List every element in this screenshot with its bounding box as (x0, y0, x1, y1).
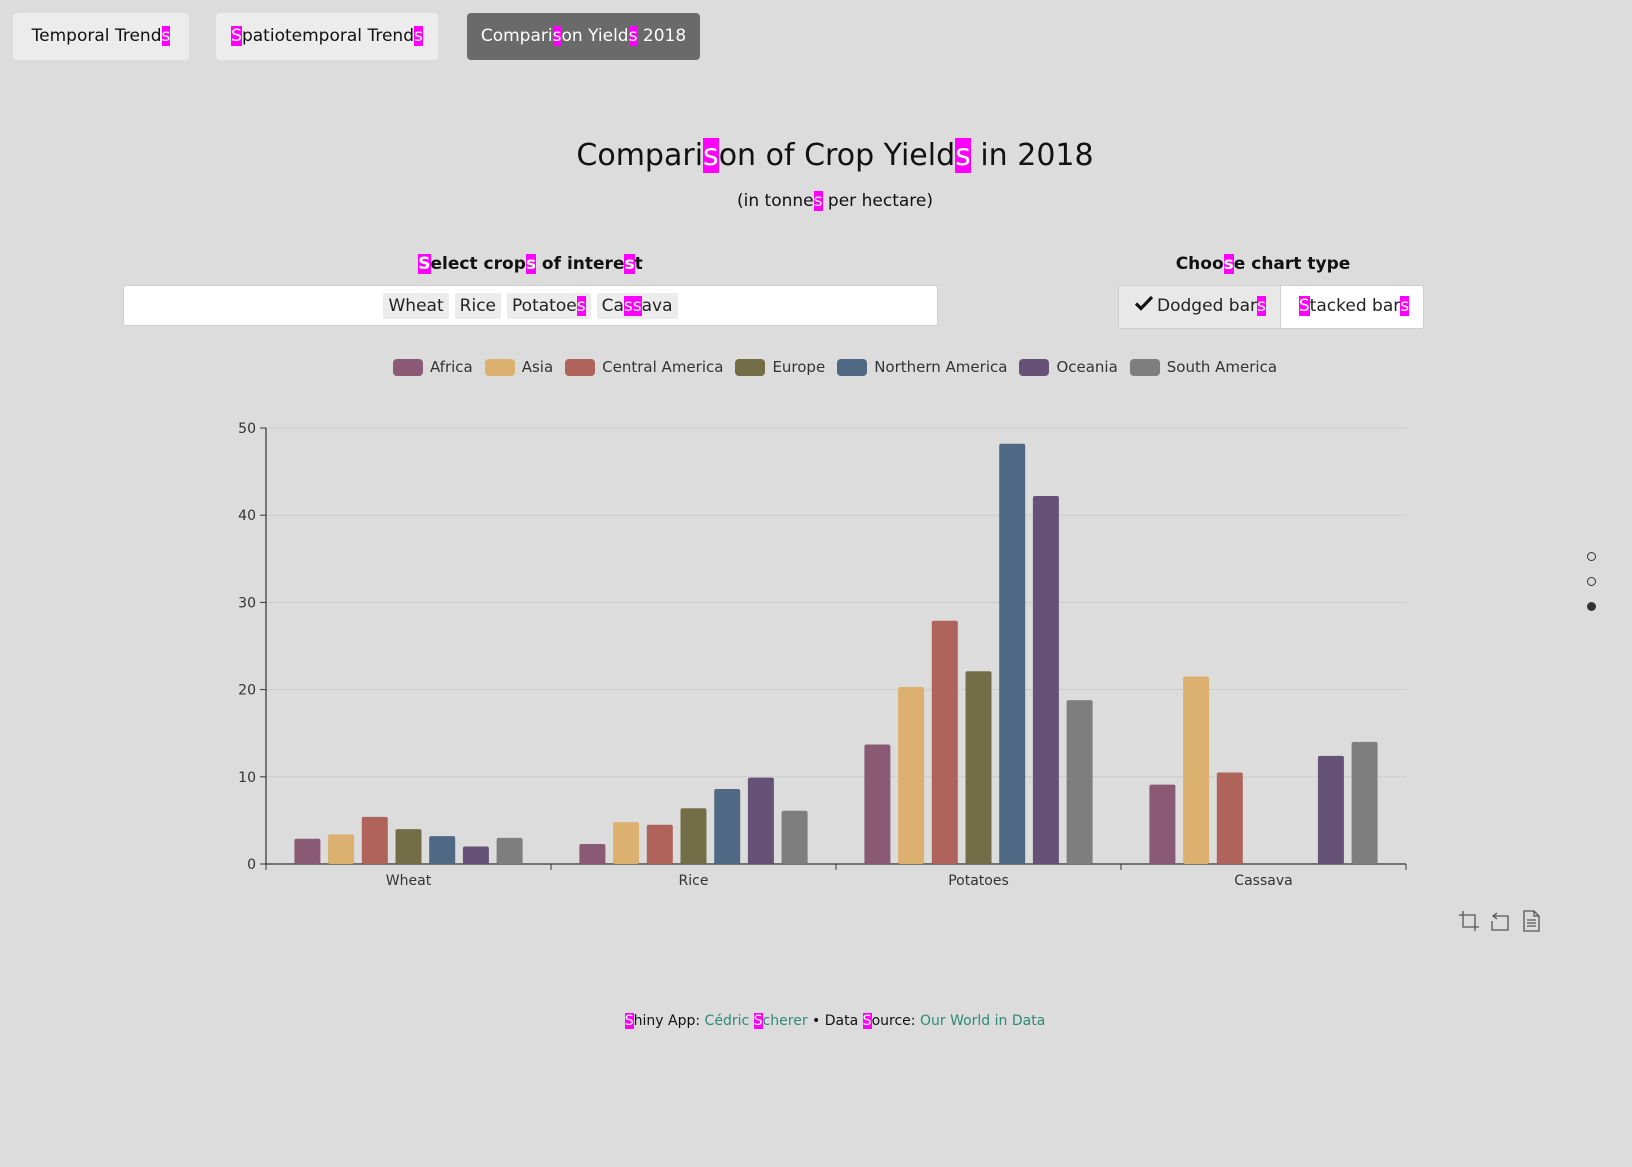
crop-chip[interactable]: Wheat (383, 292, 449, 319)
bar-asia (1183, 676, 1210, 864)
checkmark-icon (1134, 286, 1154, 326)
legend-label: Oceania (1056, 358, 1118, 376)
x-tick-label: Wheat (386, 873, 432, 889)
x-tick-label: Rice (679, 873, 709, 889)
legend-item-oceania[interactable]: Oceania (1019, 358, 1118, 376)
legend-label: Northern America (874, 358, 1008, 376)
legend-swatch (392, 358, 423, 376)
legend-label: Africa (429, 358, 473, 376)
y-tick-label: 20 (238, 683, 256, 699)
bar-africa (1149, 784, 1176, 864)
y-tick-label: 0 (247, 857, 256, 873)
author-link[interactable]: Cédric Scherer (704, 1013, 808, 1029)
legend-label: Europe (772, 358, 826, 376)
legend-label: Asia (521, 358, 554, 376)
legend-item-europe[interactable]: Europe (735, 358, 825, 376)
bar-asia (898, 686, 925, 864)
bar-europe (680, 808, 707, 864)
legend-swatch (1129, 358, 1160, 376)
crop-select-input[interactable]: Wheat Rice Potatoes Cassava (123, 285, 938, 326)
bar-central-america (931, 620, 958, 864)
bar-asia (613, 822, 640, 864)
chart-type-toggle: Dodged bars Stacked bars (1118, 285, 1425, 329)
legend-swatch (484, 358, 515, 376)
source-link[interactable]: Our World in Data (919, 1013, 1046, 1029)
chart-type-label: Choose chart type (1175, 254, 1351, 274)
legend-item-africa[interactable]: Africa (392, 358, 473, 376)
bar-oceania (1032, 496, 1059, 864)
bar-africa (579, 843, 606, 864)
bar-europe (965, 671, 992, 864)
y-tick-label: 40 (238, 508, 256, 524)
dodged-bars-label: Dodged bars (1157, 296, 1266, 316)
bar-oceania (747, 777, 774, 864)
crop-chip[interactable]: Rice (454, 292, 502, 319)
bar-central-america (646, 824, 673, 864)
y-tick-label: 50 (238, 421, 256, 437)
legend-label: Central America (602, 358, 724, 376)
bar-south-america (781, 810, 808, 864)
footer-source-label: Data Source: (824, 1013, 916, 1029)
bar-asia (328, 834, 355, 864)
x-tick-label: Potatoes (948, 873, 1009, 889)
legend-swatch (565, 358, 596, 376)
crop-chip[interactable]: Potatoes (507, 292, 591, 319)
bar-south-america (1351, 741, 1378, 864)
bar-south-america (1066, 700, 1093, 864)
legend-swatch (837, 358, 868, 376)
bar-europe (395, 829, 422, 864)
bar-africa (294, 838, 321, 864)
footer-app-label: Shiny App: (624, 1013, 701, 1029)
tab-spatiotemporal-trends[interactable]: Spatiotemporal Trends (216, 13, 438, 60)
bar-northern-america (429, 836, 456, 864)
legend-swatch (1019, 358, 1050, 376)
x-tick-label: Cassava (1234, 873, 1292, 889)
legend-label: South America (1166, 358, 1278, 376)
bar-south-america (496, 837, 523, 864)
chart-legend: Africa Asia Central America Europe North… (0, 358, 1632, 376)
stacked-bars-button[interactable]: Stacked bars (1281, 286, 1423, 328)
crop-select-label: Select crops of interest (418, 254, 643, 274)
bar-central-america (1216, 772, 1243, 864)
footer-separator: • (812, 1013, 821, 1029)
data-view-icon[interactable] (1520, 910, 1542, 932)
footer: Shiny App: Cédric Scherer • Data Source:… (0, 1013, 1632, 1029)
crop-chip[interactable]: Cassava (596, 292, 678, 319)
tab-comparison-yields[interactable]: Comparison Yields 2018 (467, 13, 700, 60)
page-dot[interactable] (1587, 602, 1596, 611)
reset-zoom-icon[interactable] (1489, 910, 1511, 932)
bar-northern-america (714, 789, 741, 864)
bar-northern-america (999, 443, 1026, 864)
legend-swatch (735, 358, 766, 376)
legend-item-northern-america[interactable]: Northern America (837, 358, 1007, 376)
page-dot[interactable] (1587, 552, 1596, 561)
bar-oceania (462, 846, 489, 864)
chart-title: Comparison of Crop Yields in 2018 (576, 138, 1094, 173)
zoom-icon[interactable] (1458, 910, 1480, 932)
bar-central-america (361, 816, 388, 864)
tab-temporal-trends[interactable]: Temporal Trends (13, 13, 189, 60)
chart-subtitle: (in tonnes per hectare) (736, 191, 934, 211)
legend-item-south-america[interactable]: South America (1129, 358, 1278, 376)
dodged-bars-button[interactable]: Dodged bars (1119, 286, 1281, 328)
bar-africa (864, 744, 891, 864)
bar-oceania (1317, 755, 1344, 864)
stacked-bars-label: Stacked bars (1298, 296, 1410, 316)
y-tick-label: 10 (238, 770, 256, 786)
y-tick-label: 30 (238, 595, 256, 611)
legend-item-central-america[interactable]: Central America (565, 358, 723, 376)
legend-item-asia[interactable]: Asia (484, 358, 554, 376)
page-dot[interactable] (1587, 577, 1596, 586)
